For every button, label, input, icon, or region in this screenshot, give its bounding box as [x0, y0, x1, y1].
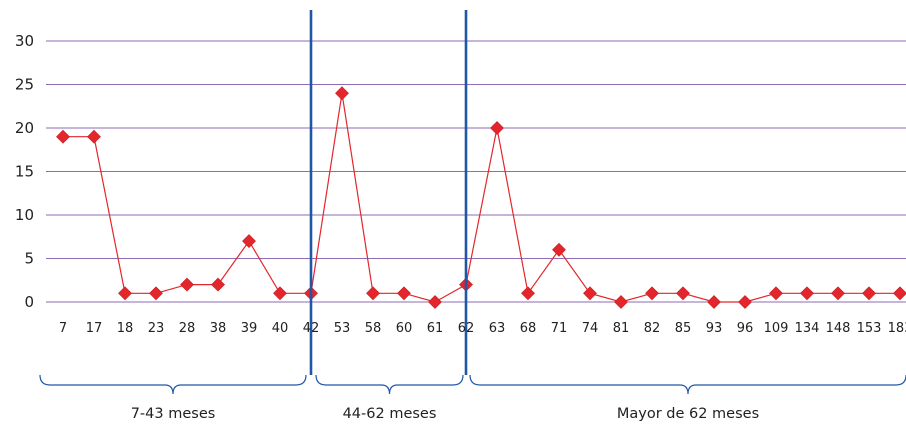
group-label: 7-43 meses: [131, 406, 216, 422]
x-tick-label: 153: [857, 321, 882, 336]
x-tick-label: 17: [86, 321, 103, 336]
x-tick-label: 62: [458, 321, 475, 336]
series-line: [63, 93, 900, 303]
group-labels: 7-43 meses 44-62 meses Mayor de 62 meses: [131, 406, 759, 422]
y-tick-label: 20: [15, 119, 34, 137]
y-tick-label: 0: [24, 293, 34, 311]
y-tick-label: 5: [24, 250, 34, 268]
x-tick-label: 82: [644, 321, 661, 336]
data-point: [831, 286, 845, 301]
data-point: [583, 286, 597, 301]
data-point: [614, 295, 628, 309]
data-point: [366, 286, 380, 301]
x-tick-label: 148: [826, 321, 851, 336]
group-braces: [39, 374, 906, 395]
group-brace: [315, 374, 464, 395]
data-point: [335, 86, 349, 101]
data-point: [769, 286, 783, 301]
data-point: [707, 295, 721, 309]
data-point: [521, 286, 535, 301]
x-tick-label: 93: [706, 321, 723, 336]
grid-lines: [46, 40, 906, 303]
data-point: [862, 286, 876, 301]
y-tick-label: 30: [15, 32, 34, 50]
group-label: 44-62 meses: [343, 406, 437, 422]
data-point: [273, 286, 287, 301]
data-point: [645, 286, 659, 301]
data-point: [738, 295, 752, 309]
x-tick-label: 63: [489, 321, 506, 336]
x-tick-label: 134: [795, 321, 820, 336]
x-tick-label: 58: [365, 321, 382, 336]
y-tick-label: 15: [15, 163, 34, 181]
x-tick-label: 96: [737, 321, 754, 336]
data-point: [800, 286, 814, 301]
x-tick-label: 183: [888, 321, 906, 336]
data-points: [56, 86, 906, 309]
x-tick-label: 61: [427, 321, 444, 336]
x-tick-label: 23: [148, 321, 165, 336]
x-tick-label: 38: [210, 321, 227, 336]
x-tick-label: 85: [675, 321, 692, 336]
x-tick-label: 60: [396, 321, 413, 336]
data-point: [397, 286, 411, 301]
x-tick-label: 53: [334, 321, 351, 336]
x-axis-ticks: 7 17 18 23 28 38 39 40 42 53 58 60 61 62 63 68 71 74 81 82 8…: [59, 321, 906, 336]
data-point: [118, 286, 132, 301]
x-tick-label: 28: [179, 321, 196, 336]
data-point: [428, 295, 442, 309]
group-brace: [39, 374, 307, 395]
data-point: [149, 286, 163, 301]
data-point: [490, 121, 504, 135]
x-tick-label: 40: [272, 321, 289, 336]
x-tick-label: 42: [303, 321, 320, 336]
x-tick-label: 109: [764, 321, 789, 336]
data-point: [676, 286, 690, 301]
data-series: [63, 93, 900, 303]
group-dividers: [309, 10, 468, 375]
data-point: [211, 277, 225, 292]
x-tick-label: 68: [520, 321, 537, 336]
data-point: [87, 129, 101, 144]
data-point: [56, 129, 70, 144]
x-tick-label: 71: [551, 321, 568, 336]
x-tick-label: 39: [241, 321, 258, 336]
data-point: [893, 286, 906, 301]
data-point: [242, 234, 256, 249]
x-tick-label: 7: [59, 321, 67, 336]
y-tick-label: 10: [15, 206, 34, 224]
y-axis-ticks: 0 5 10 15 20 25 30: [15, 32, 34, 311]
x-tick-label: 74: [582, 321, 599, 336]
group-brace: [469, 374, 906, 395]
group-label: Mayor de 62 meses: [617, 406, 759, 422]
data-point: [180, 277, 194, 292]
data-point: [552, 242, 566, 257]
y-tick-label: 25: [15, 76, 34, 94]
x-tick-label: 18: [117, 321, 134, 336]
x-tick-label: 81: [613, 321, 630, 336]
